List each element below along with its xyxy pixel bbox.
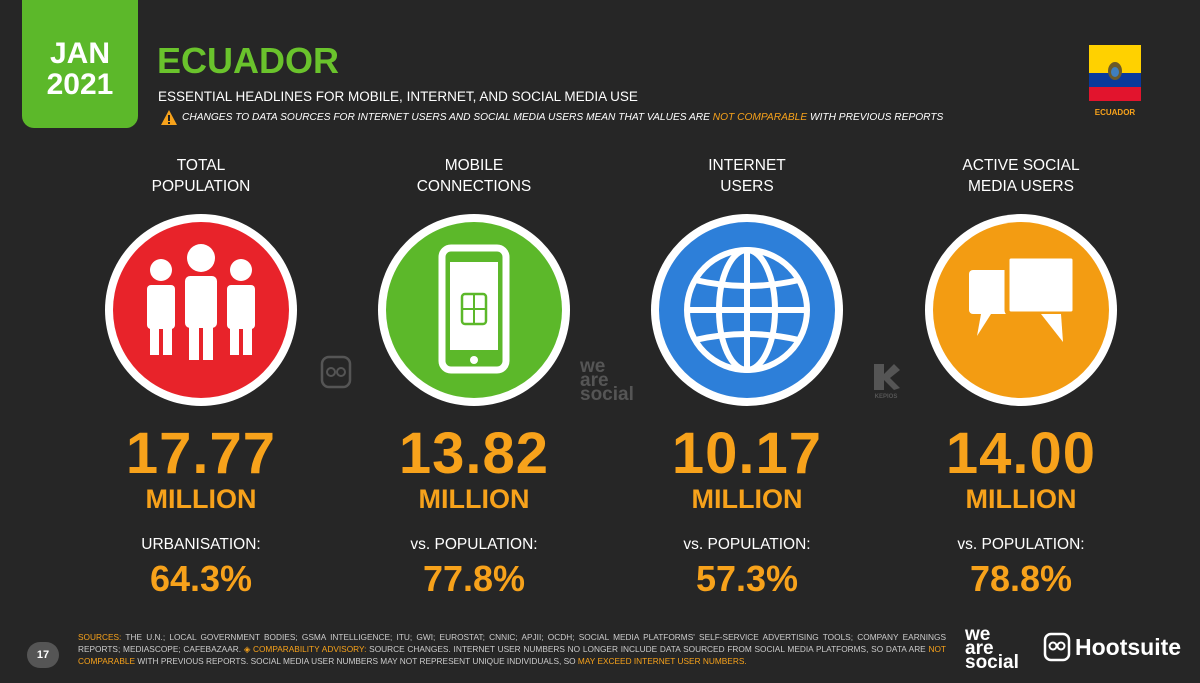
title: ECUADOR <box>157 40 340 81</box>
card-sub-value: 57.3% <box>695 558 799 599</box>
card-label: MOBILE CONNECTIONS <box>344 155 604 197</box>
logo-word: we <box>965 624 991 645</box>
logo-wearesocial: we are social <box>965 624 1019 673</box>
card-icon <box>651 214 843 406</box>
card-label-line: POPULATION <box>151 178 251 195</box>
date: JAN 2021 <box>22 38 138 100</box>
wm-word: we <box>580 356 606 377</box>
month: JAN <box>49 37 110 70</box>
card-unit: MILLION <box>418 484 530 514</box>
wm-word: social <box>580 384 634 405</box>
watermark-wearesocial: we are social <box>580 356 634 405</box>
logo-word: social <box>965 652 1019 673</box>
text-segment: WITH PREVIOUS REPORTS. SOCIAL MEDIA USER… <box>135 656 578 666</box>
card-label-line: TOTAL <box>176 157 226 174</box>
card-icon <box>105 214 297 406</box>
card-label: TOTAL POPULATION <box>71 155 331 197</box>
card-value: 10.17 <box>671 421 823 486</box>
flag <box>1089 45 1141 101</box>
card-label: ACTIVE SOCIAL MEDIA USERS <box>891 155 1151 197</box>
card-value: 13.82 <box>398 421 550 486</box>
card-sub-value: 64.3% <box>149 558 253 599</box>
subtitle: ESSENTIAL HEADLINES FOR MOBILE, INTERNET… <box>158 89 638 104</box>
card-unit: MILLION <box>145 484 257 514</box>
text-segment: NOT COMPARABLE <box>712 112 808 123</box>
card-unit: MILLION <box>965 484 1077 514</box>
year: 2021 <box>46 68 114 101</box>
advisory: CHANGES TO DATA SOURCES FOR INTERNET USE… <box>182 112 943 123</box>
text-segment: SOURCE CHANGES. INTERNET USER NUMBERS NO… <box>366 644 929 654</box>
card-sub-value: 78.8% <box>969 558 1073 599</box>
card-sub-label: URBANISATION: <box>141 536 261 553</box>
card-label: INTERNET USERS <box>617 155 877 197</box>
watermark-owl <box>320 355 352 389</box>
card-sub-label: vs. POPULATION: <box>410 536 538 553</box>
text-segment: SOURCES: <box>78 632 122 642</box>
text-segment: CHANGES TO DATA SOURCES FOR INTERNET USE… <box>182 112 713 123</box>
card-unit: MILLION <box>691 484 803 514</box>
card-sub-label: vs. POPULATION: <box>957 536 1085 553</box>
logo-hootsuite: Hootsuite <box>1075 634 1182 660</box>
card-sub-label: vs. POPULATION: <box>683 536 811 553</box>
card-value: 14.00 <box>945 421 1097 486</box>
card-value: 17.77 <box>125 421 277 486</box>
date-tab <box>22 0 138 128</box>
wm-word: are <box>580 370 609 391</box>
card-icon <box>378 214 570 406</box>
page-number: 17 <box>27 642 59 668</box>
watermark-kepios: KEPIOS <box>874 394 898 400</box>
text-segment: NOT COMPARABLE <box>78 644 946 666</box>
card-sub-value: 77.8% <box>422 558 526 599</box>
sources: SOURCES: THE U.N.; LOCAL GOVERNMENT BODI… <box>78 631 946 667</box>
flag-label: ECUADOR <box>1094 108 1136 117</box>
card-label-line: CONNECTIONS <box>416 178 532 195</box>
logo-word: are <box>965 638 994 659</box>
watermark-kepios-icon <box>874 364 900 390</box>
text-segment: WITH PREVIOUS REPORTS <box>807 112 944 123</box>
card-label-line: ACTIVE SOCIAL <box>962 157 1080 174</box>
text-segment: ◈ COMPARABILITY ADVISORY: <box>243 644 367 654</box>
text-segment: THE U.N.; LOCAL GOVERNMENT BODIES; GSMA … <box>78 632 946 654</box>
card-icon <box>925 214 1117 406</box>
card-label-line: MOBILE <box>444 157 504 174</box>
card-label-line: USERS <box>720 178 774 195</box>
card-label-line: MEDIA USERS <box>968 178 1074 195</box>
warning-icon <box>161 110 177 125</box>
card-label-line: INTERNET <box>708 157 786 174</box>
text-segment: MAY EXCEED INTERNET USER NUMBERS. <box>577 656 747 666</box>
hootsuite-owl <box>1043 632 1071 662</box>
